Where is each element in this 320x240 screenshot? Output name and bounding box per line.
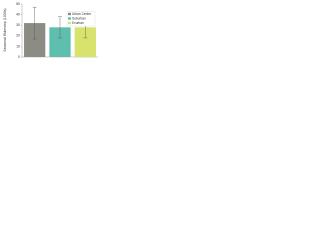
chart: Seasonal Ridership (1000s) 0 10 20 30 40 50 Ur… [0, 0, 100, 62]
legend-swatch [68, 21, 71, 25]
legend-box [66, 11, 96, 27]
y-tick-label: 50 [16, 2, 20, 6]
legend-label: Suburban [72, 16, 86, 20]
y-tick-label: 0 [18, 55, 20, 59]
bar [49, 27, 71, 57]
legend-label: Exurban [72, 21, 84, 25]
y-axis-label: Seasonal Ridership (1000s) [3, 8, 7, 51]
legend-swatch [68, 17, 71, 20]
bar [24, 23, 46, 57]
bar [74, 27, 96, 57]
y-tick-label: 40 [16, 13, 20, 17]
y-tick-label: 20 [16, 34, 20, 38]
legend-swatch [68, 12, 71, 16]
y-tick-label: 30 [16, 23, 20, 27]
y-tick-label: 10 [16, 44, 20, 48]
legend-label: Urban Center [72, 12, 92, 16]
